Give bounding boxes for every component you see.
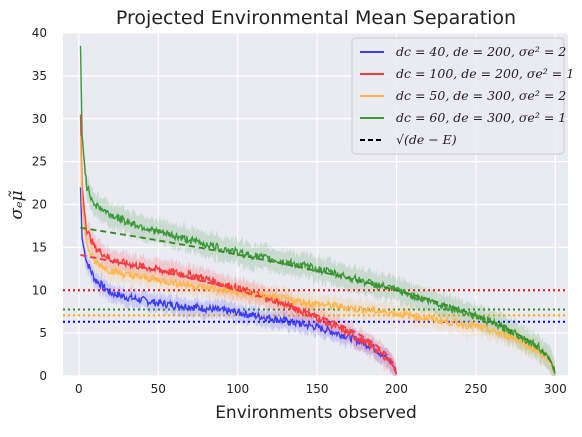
series-line [79,187,398,375]
series-band [80,127,556,376]
legend-label: dc = 50, de = 300, σe² = 2 [396,88,566,103]
series-band [80,105,397,377]
x-tick-label: 0 [75,382,83,396]
series-band [80,32,556,376]
sqrt-fit-line [80,254,398,377]
x-tick-label: 100 [226,382,249,396]
y-tick-label: 30 [32,112,47,126]
legend: dc = 40, de = 200, σe² = 2 dc = 100, de =… [351,37,574,155]
y-tick-label: 40 [32,26,47,40]
legend-label: dc = 40, de = 200, σe² = 2 [396,44,566,59]
y-tick-label: 10 [32,283,47,297]
x-axis-label: Environments observed [215,403,417,423]
legend-label: dc = 60, de = 300, σe² = 1 [396,110,566,125]
y-axis-ticks: 0 5 10 15 20 25 30 35 40 [32,26,47,383]
series-line [79,114,398,375]
chart-title: Projected Environmental Mean Separation [116,7,516,29]
series-line [79,45,556,375]
legend-box [351,37,565,155]
x-tick-label: 300 [544,382,567,396]
y-tick-label: 20 [32,198,47,212]
sqrt-fit-lines [80,226,557,377]
series-band [80,179,397,376]
sqrt-fit-line [80,226,557,377]
y-axis-label: σₑμ̃ [7,190,27,219]
legend-label: √(de − E) [396,132,457,147]
x-tick-label: 200 [385,382,408,396]
y-tick-label: 0 [39,369,47,383]
y-tick-label: 25 [32,155,47,169]
reference-lines [63,289,568,323]
series-lines [79,45,556,375]
x-axis-ticks: 0 50 100 150 200 250 300 [75,382,567,396]
x-tick-label: 150 [306,382,329,396]
confidence-bands [80,32,556,377]
y-tick-label: 35 [32,69,47,83]
series-line [79,135,556,375]
legend-label: dc = 100, de = 200, σe² = 1 [396,66,574,81]
x-tick-label: 50 [151,382,166,396]
x-tick-label: 250 [464,382,487,396]
y-tick-label: 15 [32,240,47,254]
y-tick-label: 5 [39,326,47,340]
